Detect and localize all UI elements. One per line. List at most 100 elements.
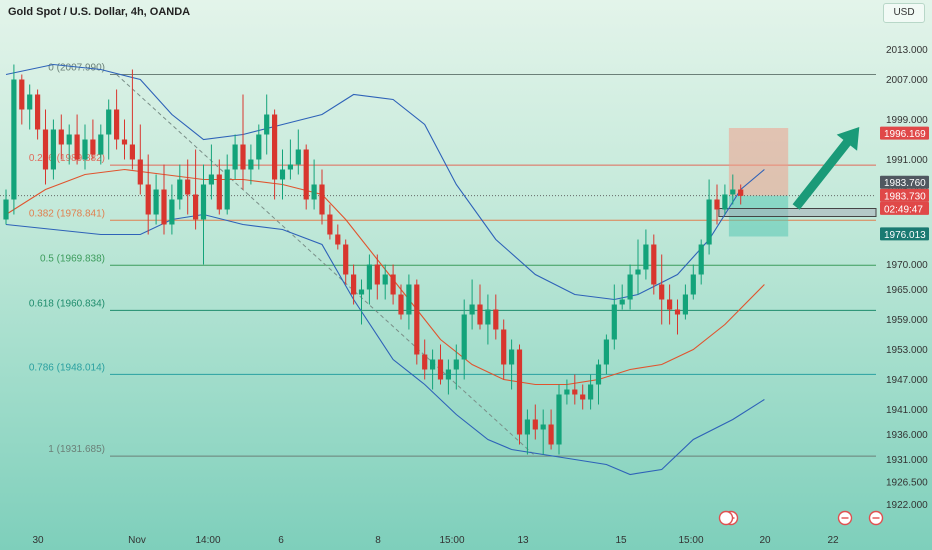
candle (422, 339, 428, 380)
candle-body (414, 284, 420, 355)
candle (643, 229, 649, 280)
candle-body (501, 329, 507, 365)
fib-label-4: 0.618 (1960.834) (29, 298, 105, 309)
candle (82, 124, 88, 170)
candle (659, 254, 665, 325)
candle (358, 279, 365, 325)
candle (698, 239, 704, 285)
candle (129, 69, 135, 170)
candle (287, 139, 293, 180)
candle-body (216, 174, 222, 210)
candle-body (74, 134, 80, 160)
candle-body (279, 169, 286, 180)
candle-body (11, 79, 17, 200)
candle-body (121, 139, 128, 145)
candle (50, 119, 56, 180)
candle (509, 339, 515, 390)
arrow-annotation[interactable] (792, 127, 860, 210)
candle (232, 134, 238, 180)
price-axis[interactable]: 2013.0002007.0001999.0001991.0001985.000… (886, 45, 928, 511)
candle (74, 114, 80, 165)
price-tick-label: 1953.000 (886, 345, 928, 356)
candle (730, 174, 736, 205)
price-tick-label: 2007.000 (886, 75, 928, 86)
candle (516, 344, 523, 445)
candle-body (66, 134, 72, 145)
dashed-trend-line[interactable] (116, 74, 536, 457)
time-tick-label: 20 (759, 535, 771, 546)
candle-body (319, 184, 325, 215)
candle-body (224, 169, 230, 210)
support-zone-rectangle[interactable] (718, 208, 877, 217)
candle (667, 284, 673, 325)
earnings-icon[interactable] (837, 510, 853, 526)
price-tick-label: 1991.000 (886, 155, 928, 166)
candle (722, 184, 728, 215)
trend-line[interactable] (116, 74, 536, 457)
candle (706, 179, 712, 255)
time-tick-label: 15 (615, 535, 627, 546)
candle-body (358, 289, 365, 295)
candle-body (264, 114, 270, 135)
candle (398, 284, 404, 320)
symbol-title: Gold Spot / U.S. Dollar, 4h, OANDA (8, 6, 191, 18)
fibonacci-retracement[interactable]: 0 (2007.990) 0.236 (1989.882) 0.382 (1978.… (29, 63, 876, 457)
candle (256, 124, 262, 170)
candle-body (611, 304, 617, 340)
long-position-tool[interactable] (0, 128, 877, 237)
currency-button[interactable]: USD (883, 3, 925, 23)
candle-body (311, 184, 317, 200)
time-axis[interactable]: 30 Nov 14:00 6 8 15:00 13 15 15:00 20 22 (32, 535, 839, 546)
candle (90, 119, 96, 160)
candle (611, 284, 617, 350)
price-tag-box (880, 227, 929, 241)
candle-body (185, 179, 191, 195)
candle-body (200, 184, 207, 220)
candle-body (730, 189, 736, 195)
candle-body (651, 244, 657, 285)
candle (106, 99, 112, 160)
target-arrow[interactable] (792, 127, 860, 210)
price-tick-label: 1999.000 (886, 115, 928, 126)
candle (216, 159, 222, 215)
candle (335, 224, 341, 250)
candle (161, 164, 167, 235)
fib-label-2: 0.382 (1978.841) (29, 208, 105, 219)
candle (603, 334, 609, 375)
candle-body (564, 389, 570, 395)
price-tick-label: 1970.000 (886, 260, 928, 271)
candle (248, 144, 254, 185)
profit-zone[interactable] (728, 128, 789, 196)
candle (200, 164, 207, 265)
candle (193, 149, 199, 230)
earnings-icon-ring (718, 510, 734, 526)
candle (3, 189, 9, 225)
candle (351, 264, 357, 305)
candle (674, 299, 681, 335)
candle-body (335, 234, 341, 245)
candle (390, 264, 396, 305)
candle-body (19, 79, 25, 110)
candle (279, 149, 286, 200)
price-tag-label: 02:49:47 (884, 204, 923, 215)
candle (524, 409, 530, 455)
earnings-icon[interactable] (718, 510, 734, 526)
candle-body (516, 349, 523, 435)
time-tick-label: 22 (827, 535, 839, 546)
candle-body (169, 199, 175, 225)
earnings-icon[interactable] (868, 510, 884, 526)
candle (532, 404, 538, 440)
candle-body (714, 199, 720, 210)
candle-body (572, 389, 578, 395)
candle-body (58, 129, 64, 145)
price-tag-label: 1983.730 (884, 191, 926, 202)
candle (35, 89, 41, 140)
candle (240, 94, 246, 190)
candle-body (98, 134, 104, 155)
candle (58, 114, 64, 160)
time-tick-label: 30 (32, 535, 44, 546)
candle (445, 359, 451, 395)
time-tick-label: 6 (278, 535, 284, 546)
